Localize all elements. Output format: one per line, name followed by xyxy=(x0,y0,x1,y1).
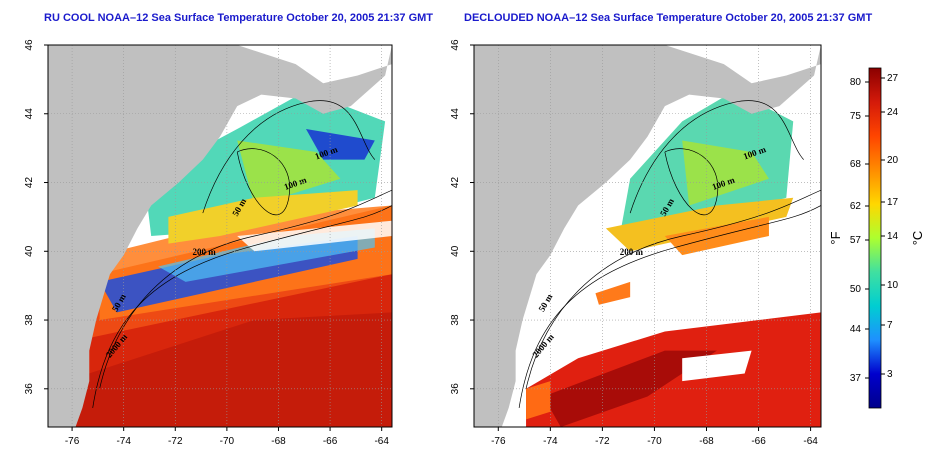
left-lat-tick-label: 42 xyxy=(24,177,35,189)
left-lon-tick-label: -66 xyxy=(323,436,338,447)
right-panel-title: DECLOUDED NOAA–12 Sea Surface Temperatur… xyxy=(464,12,873,24)
right-lat-tick-label: 40 xyxy=(450,245,461,257)
right-contour-100m xyxy=(629,100,804,214)
right-lon-tick-label: -72 xyxy=(595,436,610,447)
left-contour-label: 200 m xyxy=(192,247,216,257)
fahrenheit-unit-label: °F xyxy=(828,231,843,244)
fahrenheit-tick-label: 37 xyxy=(850,373,862,384)
left-contour-50m-georges xyxy=(236,148,291,216)
left-contour-2000m xyxy=(92,205,392,408)
fahrenheit-tick-label: 50 xyxy=(850,284,862,295)
left-lat-tick-label: 44 xyxy=(24,108,35,120)
right-contour-200m xyxy=(525,189,821,389)
celsius-unit-label: °C xyxy=(910,231,925,246)
left-cloud-streak xyxy=(237,220,392,252)
right-contour-50m-georges xyxy=(664,148,719,216)
left-panel-title: RU COOL NOAA–12 Sea Surface Temperature … xyxy=(44,12,434,24)
left-georges-bank xyxy=(237,140,341,206)
fahrenheit-tick-label: 57 xyxy=(850,235,862,246)
right-lat-tick-label: 46 xyxy=(450,39,461,51)
left-lon-tick-label: -76 xyxy=(65,436,80,447)
right-coastal-warm xyxy=(526,381,551,420)
right-lon-tick-label: -64 xyxy=(803,436,818,447)
right-map-frame xyxy=(473,44,822,428)
celsius-tick-label: 27 xyxy=(887,73,899,84)
left-map-frame xyxy=(47,44,393,428)
right-warm-eddy xyxy=(595,281,631,305)
left-scotian-cold xyxy=(306,129,375,160)
left-lat-tick-label: 40 xyxy=(24,245,35,257)
right-lat-tick-label: 44 xyxy=(450,108,461,120)
left-lat-tick-label: 46 xyxy=(24,39,35,51)
celsius-tick-label: 17 xyxy=(887,197,899,208)
right-lon-tick-label: -66 xyxy=(751,436,766,447)
fahrenheit-tick-label: 80 xyxy=(850,77,862,88)
colorbar-ramp xyxy=(868,67,882,409)
left-contour-200m xyxy=(99,189,392,389)
celsius-tick-label: 14 xyxy=(887,231,899,242)
right-contour-label: 200 m xyxy=(620,247,644,257)
celsius-tick-label: 20 xyxy=(887,155,899,166)
left-land xyxy=(48,45,392,427)
celsius-tick-label: 3 xyxy=(887,369,893,380)
right-lon-tick-label: -76 xyxy=(491,436,506,447)
right-contour-2000m xyxy=(518,205,821,408)
left-lat-tick-label: 36 xyxy=(24,383,35,395)
celsius-tick-label: 24 xyxy=(887,107,899,118)
fahrenheit-tick-label: 62 xyxy=(850,201,862,212)
right-cloud-gap xyxy=(682,350,752,382)
left-lon-tick-label: -72 xyxy=(168,436,183,447)
right-lat-tick-label: 36 xyxy=(450,383,461,395)
left-contour-100m xyxy=(202,100,376,214)
temperature-colorbar: 80 75 68 62 57 50 44 37 27 24 20 17 14 10 7 3 °F °C xyxy=(828,67,925,409)
fahrenheit-tick-label: 44 xyxy=(850,324,862,335)
celsius-tick-label: 10 xyxy=(887,280,899,291)
right-shelf-front xyxy=(605,197,794,252)
left-lon-tick-label: -64 xyxy=(374,436,389,447)
left-lat-tick-label: 38 xyxy=(24,314,35,326)
right-land xyxy=(474,45,821,427)
right-lat-tick-label: 38 xyxy=(450,314,461,326)
fahrenheit-tick-label: 75 xyxy=(850,111,862,122)
left-lon-tick-label: -68 xyxy=(271,436,286,447)
left-shelf-front xyxy=(168,190,358,244)
left-deep-red xyxy=(65,312,392,427)
celsius-tick-label: 7 xyxy=(887,320,893,331)
fahrenheit-tick-label: 68 xyxy=(850,159,862,170)
left-lon-tick-label: -70 xyxy=(220,436,235,447)
right-lat-tick-label: 42 xyxy=(450,177,461,189)
right-georges-bank xyxy=(682,140,769,206)
left-lon-tick-label: -74 xyxy=(116,436,131,447)
right-lon-tick-label: -68 xyxy=(699,436,714,447)
right-lon-tick-label: -74 xyxy=(543,436,558,447)
right-lon-tick-label: -70 xyxy=(647,436,662,447)
right-slope-patch xyxy=(664,216,769,256)
